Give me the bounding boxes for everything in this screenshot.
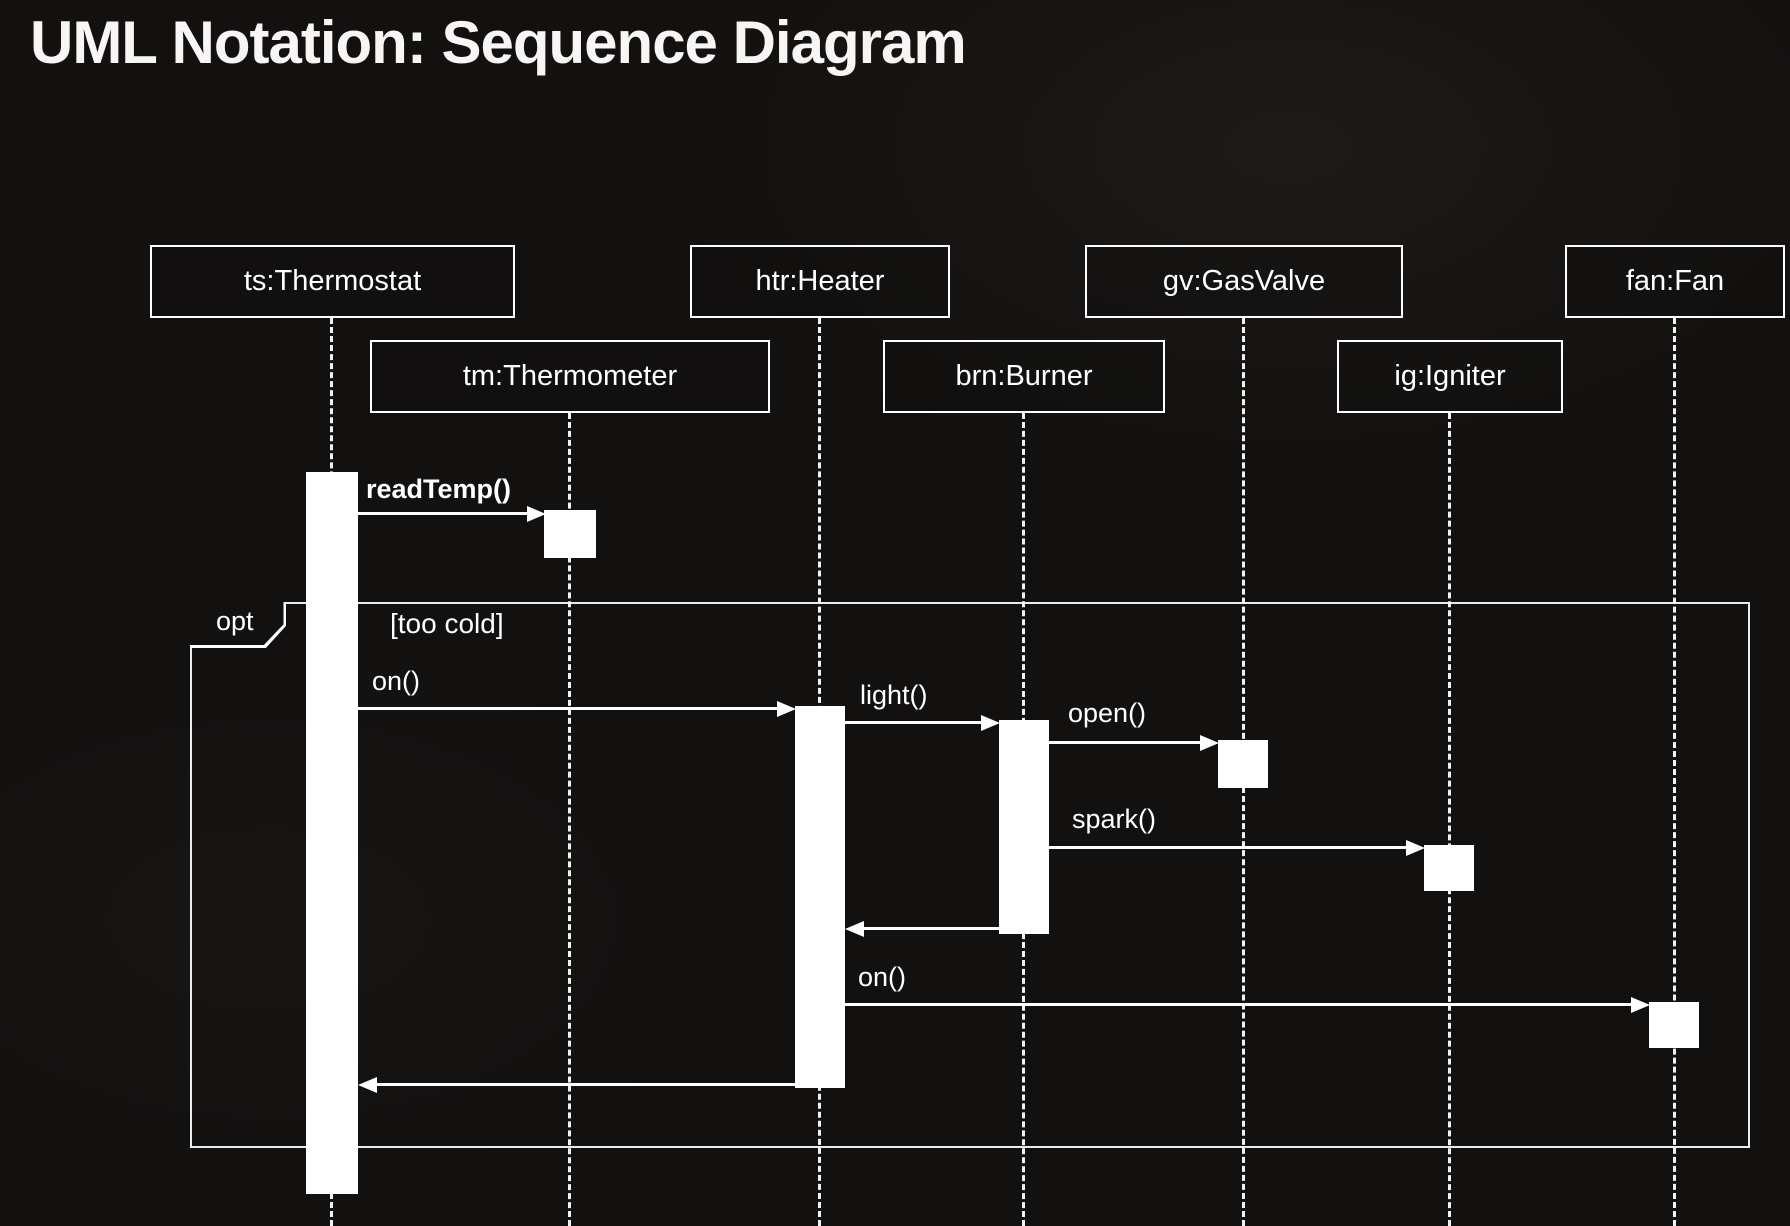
message-arrow-return-burner: [863, 927, 999, 930]
activation-gv-gasvalve: [1218, 740, 1268, 788]
arrowhead-light-icon: [981, 715, 1000, 731]
arrowhead-readtemp-icon: [527, 506, 546, 522]
lifeline-head-ig-igniter: ig:Igniter: [1337, 340, 1563, 413]
message-arrow-on-fan: [845, 1003, 1631, 1006]
message-label-on-fan: on(): [858, 962, 907, 992]
lifeline-head-htr-heater: htr:Heater: [690, 245, 950, 318]
arrowhead-on-heater-icon: [777, 701, 796, 717]
arrowhead-on-fan-icon: [1631, 997, 1650, 1013]
activation-ts-thermostat: [306, 472, 358, 1194]
message-arrow-open: [1049, 741, 1200, 744]
opt-fragment-frame: [190, 602, 1750, 1148]
arrowhead-return-heater-icon: [358, 1077, 377, 1093]
lifeline-fan-fan: [1673, 318, 1676, 1226]
message-arrow-readtemp: [358, 512, 527, 515]
activation-htr-heater: [795, 706, 845, 1088]
lifeline-head-tm-thermometer: tm:Thermometer: [370, 340, 770, 413]
lifeline-head-fan-fan: fan:Fan: [1565, 245, 1785, 318]
lifeline-tm-thermometer: [568, 413, 571, 1226]
slide-title: UML Notation: Sequence Diagram: [30, 9, 967, 76]
opt-fragment-guard: [too cold]: [390, 608, 504, 639]
lifeline-head-ts-thermostat: ts:Thermostat: [150, 245, 515, 318]
activation-brn-burner: [999, 720, 1049, 934]
message-arrow-light: [845, 721, 981, 724]
message-label-spark: spark(): [1072, 804, 1157, 834]
message-label-open: open(): [1068, 698, 1147, 728]
opt-fragment-tab: opt: [190, 602, 286, 648]
arrowhead-return-burner-icon: [845, 921, 864, 937]
arrowhead-open-icon: [1200, 735, 1219, 751]
message-label-readtemp: readTemp(): [366, 474, 512, 504]
arrowhead-spark-icon: [1406, 840, 1425, 856]
activation-ig-igniter: [1424, 845, 1474, 891]
lifeline-ig-igniter: [1448, 413, 1451, 1226]
message-arrow-spark: [1049, 846, 1406, 849]
lifeline-head-brn-burner: brn:Burner: [883, 340, 1165, 413]
message-arrow-on-heater: [358, 707, 777, 710]
message-label-on-heater: on(): [372, 666, 421, 696]
message-label-light: light(): [860, 680, 928, 710]
activation-tm-thermometer: [544, 510, 596, 558]
message-arrow-return-heater: [376, 1083, 795, 1086]
opt-fragment-operator: opt: [190, 602, 284, 645]
activation-fan-fan: [1649, 1002, 1699, 1048]
lifeline-head-gv-gasvalve: gv:GasValve: [1085, 245, 1403, 318]
